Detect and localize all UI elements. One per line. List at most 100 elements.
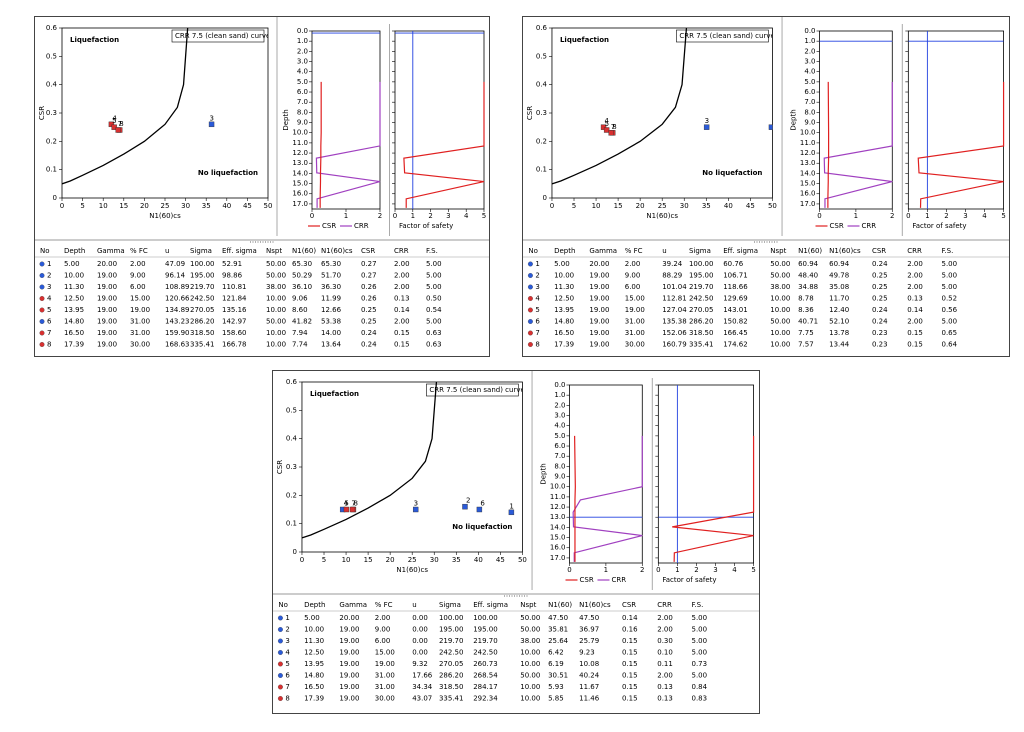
table-cell: 30.00 xyxy=(375,695,395,703)
table-cell: 20.00 xyxy=(97,260,117,268)
y-tick-label: 4.0 xyxy=(554,422,565,430)
table-cell: 19.00 xyxy=(339,683,359,691)
table-cell: 135.38 xyxy=(662,318,687,326)
table-cell: 108.89 xyxy=(165,283,190,291)
x-tick-label: 20 xyxy=(386,556,395,564)
data-point xyxy=(349,506,356,513)
table-cell: 0.24 xyxy=(872,318,888,326)
table-cell: 0.25 xyxy=(361,318,377,326)
y-tick-label: 1.0 xyxy=(554,391,565,399)
table-header: CRR xyxy=(394,247,409,255)
y-tick-label: 4.0 xyxy=(297,68,308,76)
point-label: 8 xyxy=(612,123,616,131)
table-cell: 14.00 xyxy=(321,329,341,337)
table-cell: 5.00 xyxy=(692,672,708,680)
point-label: 5 xyxy=(605,120,609,128)
table-cell: 6 xyxy=(285,672,290,680)
x-axis-label: N1(60)cs xyxy=(396,566,428,574)
row-icon xyxy=(527,307,533,313)
table-cell: 11.30 xyxy=(304,637,324,645)
point-label: 7 xyxy=(611,123,615,131)
y-tick-label: 0.1 xyxy=(46,166,57,174)
table-cell: 2.00 xyxy=(130,260,146,268)
row-icon xyxy=(527,319,533,324)
table-cell: 11.67 xyxy=(579,683,599,691)
x-tick-label: 0 xyxy=(567,566,571,574)
table-cell: 19.00 xyxy=(339,626,359,634)
table-cell: 47.09 xyxy=(165,260,185,268)
table-cell: 0.14 xyxy=(907,306,923,314)
point-label: 8 xyxy=(119,120,123,128)
x-tick-label: 15 xyxy=(614,202,623,210)
table-cell: 50.00 xyxy=(770,260,790,268)
y-axis-label: CSR xyxy=(38,106,46,120)
plot-area: Liquefaction No liquefaction CRR 7.5 (clea… xyxy=(62,28,268,185)
table-cell: 8 xyxy=(47,341,51,349)
y-tick-label: 16.0 xyxy=(292,190,308,198)
y-tick-label: 14.0 xyxy=(292,169,308,177)
table-header: Depth xyxy=(554,247,575,255)
table-cell: 168.63 xyxy=(165,341,190,349)
plot-frame xyxy=(61,27,269,199)
table-cell: 13.95 xyxy=(304,660,324,668)
table-cell: 10.00 xyxy=(520,649,540,657)
table-cell: 2.00 xyxy=(907,260,923,268)
data-point xyxy=(343,506,350,513)
row-icon xyxy=(39,284,45,290)
table-cell: 101.04 xyxy=(662,283,687,291)
table-header: Depth xyxy=(304,601,325,609)
table-cell: 19.00 xyxy=(375,660,395,668)
y-tick-label: 2.0 xyxy=(297,47,308,55)
data-point xyxy=(111,124,117,130)
table-cell: 260.73 xyxy=(473,660,498,668)
x-tick-label: 40 xyxy=(724,202,733,210)
annotation: No liquefaction xyxy=(198,169,258,177)
table-cell: 166.45 xyxy=(723,329,748,337)
y-tick-label: 0.4 xyxy=(286,435,298,443)
table-cell: 0.25 xyxy=(872,272,888,280)
table-cell: 15.00 xyxy=(375,649,395,657)
table-cell: 0.24 xyxy=(361,329,377,337)
table-cell: 15.00 xyxy=(130,295,150,303)
plot-frame xyxy=(569,384,643,564)
table-cell: 5.85 xyxy=(548,695,564,703)
legend-label: CRR xyxy=(354,222,369,230)
y-tick-label: 16.0 xyxy=(550,544,566,552)
x-tick-label: 50 xyxy=(768,202,777,210)
table-cell: 0.15 xyxy=(622,683,638,691)
table-cell: 19.00 xyxy=(97,295,117,303)
table-cell: 50.00 xyxy=(520,626,540,634)
table-cell: 0.15 xyxy=(907,329,923,337)
data-point xyxy=(768,124,773,130)
table-cell: 195.00 xyxy=(439,626,464,634)
table-cell: 0.00 xyxy=(412,614,428,622)
legend-box xyxy=(676,29,769,43)
table-cell: 19.00 xyxy=(339,672,359,680)
table-cell: 195.00 xyxy=(190,272,215,280)
table-cell: 2 xyxy=(285,626,289,634)
x-tick-label: 45 xyxy=(243,202,252,210)
y-tick-label: 14.0 xyxy=(800,169,816,177)
table-cell: 10.00 xyxy=(266,295,286,303)
table-cell: 5 xyxy=(285,660,289,668)
crr-curve xyxy=(301,382,438,539)
plot-area: Liquefaction No liquefaction CRR 7.5 (clea… xyxy=(551,28,773,185)
table-cell: 13.95 xyxy=(554,306,574,314)
table-header: F.S. xyxy=(942,247,954,255)
table-cell: 31.00 xyxy=(625,329,645,337)
x-tick-label: 20 xyxy=(636,202,645,210)
table-cell: 11.99 xyxy=(321,295,341,303)
table-cell: 0.23 xyxy=(872,341,888,349)
data-point xyxy=(208,121,215,128)
table-cell: 8.78 xyxy=(798,295,814,303)
table-cell: 5.00 xyxy=(426,260,442,268)
y-tick-label: 15.0 xyxy=(800,180,816,188)
table-cell: 335.41 xyxy=(190,341,215,349)
table-cell: 2.00 xyxy=(394,272,410,280)
y-tick-label: 5.0 xyxy=(297,78,308,86)
table-cell: 10.00 xyxy=(770,329,790,337)
data-point xyxy=(603,127,610,133)
table-header: N1(60)cs xyxy=(829,247,861,255)
table-cell: 2.00 xyxy=(394,260,410,268)
x-tick-label: 45 xyxy=(746,202,755,210)
